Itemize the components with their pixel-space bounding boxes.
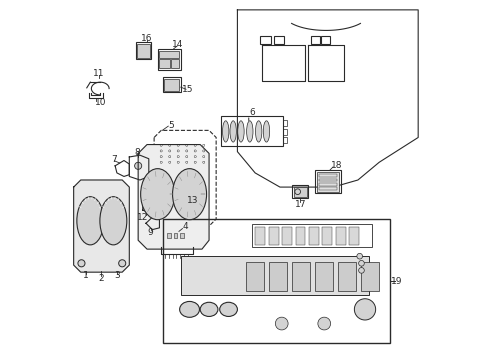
Text: 13: 13 bbox=[187, 196, 199, 205]
Bar bbox=[283, 137, 286, 144]
Bar bbox=[308, 228, 318, 244]
Bar bbox=[318, 183, 337, 186]
Text: 10: 10 bbox=[95, 98, 106, 107]
Bar bbox=[292, 185, 307, 198]
Polygon shape bbox=[138, 145, 209, 249]
Bar bbox=[157, 49, 181, 70]
Bar bbox=[322, 228, 332, 244]
Bar bbox=[163, 77, 181, 92]
Bar bbox=[310, 36, 319, 44]
Text: 1: 1 bbox=[82, 271, 88, 280]
Bar bbox=[317, 172, 339, 192]
Bar bbox=[136, 42, 150, 59]
Ellipse shape bbox=[275, 317, 287, 330]
Bar bbox=[159, 59, 170, 68]
Bar bbox=[221, 116, 283, 146]
Polygon shape bbox=[74, 180, 129, 272]
Circle shape bbox=[134, 162, 142, 169]
Bar bbox=[318, 174, 337, 177]
Ellipse shape bbox=[200, 302, 218, 316]
Text: 6: 6 bbox=[249, 108, 255, 117]
Circle shape bbox=[358, 267, 364, 273]
Text: 15: 15 bbox=[182, 85, 193, 94]
Ellipse shape bbox=[179, 301, 199, 317]
Bar bbox=[181, 256, 368, 295]
Text: 7: 7 bbox=[111, 155, 117, 164]
Text: 9: 9 bbox=[147, 228, 152, 237]
Bar bbox=[251, 224, 371, 247]
Circle shape bbox=[119, 260, 125, 267]
Bar bbox=[318, 179, 337, 181]
Bar bbox=[349, 228, 359, 244]
Text: 16: 16 bbox=[141, 34, 152, 43]
Text: 5: 5 bbox=[168, 121, 174, 130]
Bar bbox=[255, 228, 264, 244]
Bar bbox=[180, 233, 183, 238]
Circle shape bbox=[294, 189, 300, 194]
Text: 18: 18 bbox=[330, 161, 342, 170]
Circle shape bbox=[358, 260, 364, 266]
Text: 4: 4 bbox=[182, 222, 188, 231]
Bar bbox=[292, 262, 309, 291]
Ellipse shape bbox=[317, 317, 330, 330]
Bar bbox=[282, 228, 291, 244]
Circle shape bbox=[356, 253, 362, 259]
Ellipse shape bbox=[229, 121, 236, 142]
Bar bbox=[315, 170, 340, 193]
Bar bbox=[338, 262, 355, 291]
Ellipse shape bbox=[172, 168, 206, 220]
Ellipse shape bbox=[222, 121, 228, 142]
Text: 12: 12 bbox=[137, 213, 148, 222]
Ellipse shape bbox=[255, 121, 262, 142]
Ellipse shape bbox=[100, 197, 126, 245]
Bar bbox=[246, 262, 264, 291]
Bar bbox=[171, 59, 179, 68]
Text: 19: 19 bbox=[390, 276, 402, 285]
Bar bbox=[269, 262, 286, 291]
Bar bbox=[268, 228, 278, 244]
Ellipse shape bbox=[219, 302, 237, 316]
Ellipse shape bbox=[263, 121, 269, 142]
Ellipse shape bbox=[77, 197, 103, 245]
Circle shape bbox=[354, 299, 375, 320]
Circle shape bbox=[78, 260, 85, 267]
Bar bbox=[315, 262, 332, 291]
Bar bbox=[173, 233, 177, 238]
Text: 14: 14 bbox=[171, 40, 183, 49]
Bar bbox=[167, 233, 170, 238]
Ellipse shape bbox=[141, 168, 174, 220]
Text: 17: 17 bbox=[294, 199, 305, 208]
Text: 8: 8 bbox=[134, 148, 140, 157]
Bar bbox=[163, 219, 389, 343]
Bar bbox=[137, 44, 149, 58]
Bar bbox=[260, 36, 270, 44]
Bar bbox=[283, 120, 286, 126]
Bar bbox=[159, 51, 179, 58]
Bar bbox=[164, 78, 179, 91]
Text: 2: 2 bbox=[98, 274, 104, 283]
Bar bbox=[361, 262, 378, 291]
Bar bbox=[318, 187, 337, 190]
Bar bbox=[293, 187, 306, 197]
Ellipse shape bbox=[237, 121, 244, 142]
Text: 3: 3 bbox=[114, 271, 120, 280]
Ellipse shape bbox=[246, 121, 252, 142]
Text: 11: 11 bbox=[93, 69, 105, 78]
Bar bbox=[273, 36, 284, 44]
Bar bbox=[335, 228, 345, 244]
Bar bbox=[295, 228, 305, 244]
Bar bbox=[283, 129, 286, 135]
Bar bbox=[321, 36, 329, 44]
